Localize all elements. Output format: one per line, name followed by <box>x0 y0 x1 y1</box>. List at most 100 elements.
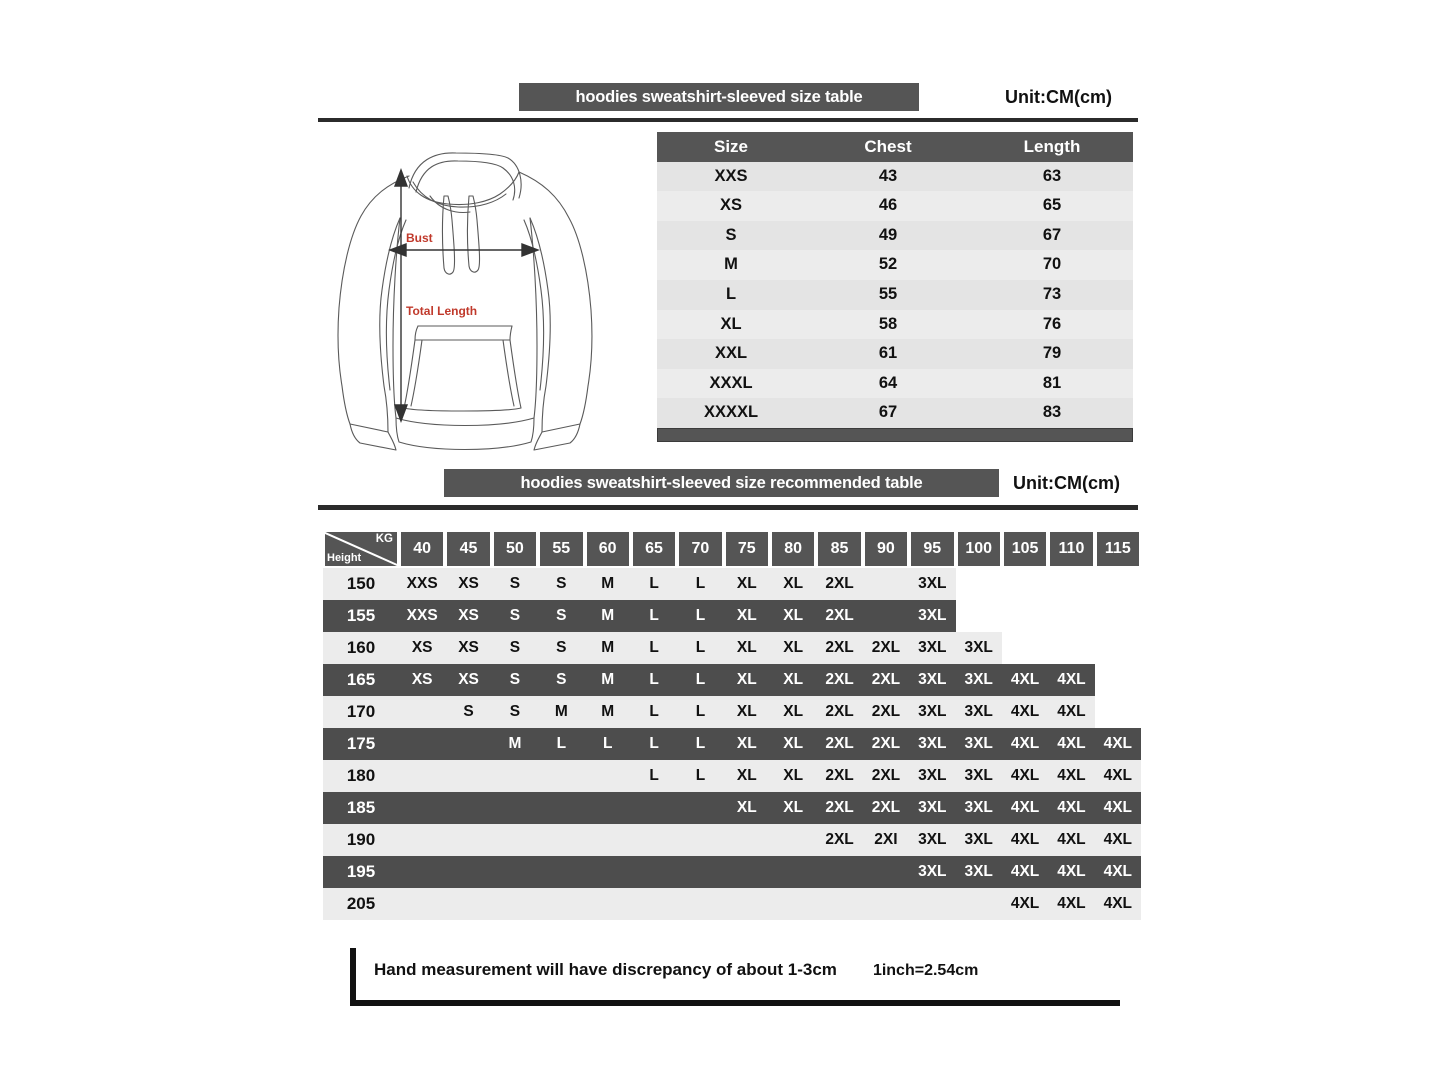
size-cell: 4XL <box>1048 760 1095 792</box>
table1-cell-size: M <box>657 250 805 280</box>
size-cell <box>584 824 631 856</box>
size-cell: 2XL <box>862 728 910 760</box>
table1-cell-length: 70 <box>971 250 1133 280</box>
size-cell: L <box>677 568 724 600</box>
size-cell <box>491 856 539 888</box>
table1-cell-chest: 49 <box>805 220 971 251</box>
size-cell: 2XL <box>816 728 863 760</box>
weight-column-header: 40 <box>399 530 446 568</box>
size-cell: XL <box>723 696 770 728</box>
size-cell: L <box>630 568 678 600</box>
footer-note-box: Hand measurement will have discrepancy o… <box>350 948 1120 1006</box>
table1-cell-length: 67 <box>971 220 1133 251</box>
size-cell: L <box>630 664 678 696</box>
table-row: 155 XXS XS S S M L L XL XL 2XL 3XL <box>323 600 1141 632</box>
size-cell: L <box>677 632 724 664</box>
size-cell <box>491 824 539 856</box>
size-cell <box>630 856 678 888</box>
table1-cell-length: 65 <box>971 191 1133 221</box>
size-cell: M <box>584 568 631 600</box>
size-cell <box>445 792 492 824</box>
size-cell: 3XL <box>909 792 956 824</box>
size-cell: XL <box>770 696 817 728</box>
size-cell <box>1048 568 1095 600</box>
table1-cell-length: 83 <box>971 398 1133 428</box>
size-cell: 4XL <box>1048 824 1095 856</box>
weight-column-header: 65 <box>630 530 678 568</box>
size-cell: 4XL <box>1094 856 1141 888</box>
size-cell <box>538 824 585 856</box>
height-cell: 190 <box>323 824 399 856</box>
size-cell <box>909 888 956 920</box>
size-cell: 2XL <box>862 792 910 824</box>
size-cell: S <box>538 568 585 600</box>
weight-column-header: 75 <box>723 530 770 568</box>
size-cell: S <box>491 568 539 600</box>
size-cell: L <box>677 696 724 728</box>
size-cell <box>723 824 770 856</box>
section2-banner-title: hoodies sweatshirt-sleeved size recommen… <box>444 469 999 497</box>
size-cell: 4XL <box>1001 728 1049 760</box>
size-cell <box>538 792 585 824</box>
table-row: 150 XXS XS S S M L L XL XL 2XL 3XL <box>323 568 1141 600</box>
table-row: 185 XL XL 2XL 2XL 3XL 3XL 4XL 4XL 4XL <box>323 792 1141 824</box>
table1-header-row: Size Chest Length <box>657 132 1133 162</box>
size-cell <box>1094 696 1141 728</box>
size-cell <box>862 856 910 888</box>
height-cell: 150 <box>323 568 399 600</box>
size-cell <box>770 888 817 920</box>
size-cell <box>723 856 770 888</box>
size-cell: 3XL <box>955 792 1002 824</box>
size-cell: M <box>538 696 585 728</box>
section2-unit-label: Unit:CM(cm) <box>1013 472 1120 493</box>
size-cell <box>816 888 863 920</box>
size-cell: 3XL <box>955 760 1002 792</box>
section2-divider-rule <box>318 505 1138 510</box>
table1-cell-size: S <box>657 220 805 251</box>
size-cell: 4XL <box>1001 792 1049 824</box>
height-cell: 170 <box>323 696 399 728</box>
size-cell <box>1001 632 1049 664</box>
size-cell: XL <box>723 792 770 824</box>
table1-cell-size: XXS <box>657 161 805 192</box>
height-cell: 155 <box>323 600 399 632</box>
size-cell: 3XL <box>909 824 956 856</box>
size-cell: 3XL <box>955 664 1002 696</box>
size-cell <box>399 696 446 728</box>
table-row: 160 XS XS S S M L L XL XL 2XL 2XL 3XL 3XL <box>323 632 1141 664</box>
size-cell <box>399 792 446 824</box>
size-cell: S <box>491 696 539 728</box>
table2-corner-cell: KG Height <box>323 530 399 568</box>
size-cell <box>630 792 678 824</box>
size-cell <box>491 792 539 824</box>
size-cell <box>538 760 585 792</box>
size-cell: L <box>677 664 724 696</box>
size-cell: S <box>491 600 539 632</box>
size-cell: L <box>677 760 724 792</box>
size-cell: 2XL <box>816 824 863 856</box>
size-cell <box>862 568 910 600</box>
size-cell: 2XL <box>816 600 863 632</box>
size-cell <box>955 568 1002 600</box>
size-cell: 4XL <box>1001 888 1049 920</box>
size-cell: 4XL <box>1048 856 1095 888</box>
size-cell: L <box>630 600 678 632</box>
size-cell: S <box>538 632 585 664</box>
table-row: 165 XS XS S S M L L XL XL 2XL 2XL 3XL 3XL 4XL 4XL <box>323 664 1141 696</box>
table1-cell-length: 73 <box>971 279 1133 310</box>
size-cell <box>1048 600 1095 632</box>
size-cell: M <box>491 728 539 760</box>
size-cell <box>491 888 539 920</box>
size-cell: 2XL <box>862 664 910 696</box>
size-cell: 2XL <box>862 696 910 728</box>
table1-cell-chest: 43 <box>805 161 971 192</box>
weight-column-header: 90 <box>862 530 910 568</box>
corner-height-label: Height <box>327 552 362 564</box>
figure-total-length-label: Total Length <box>406 304 477 318</box>
size-cell: S <box>491 664 539 696</box>
size-cell: XL <box>770 632 817 664</box>
size-cell: XS <box>445 600 492 632</box>
size-cell: XL <box>723 632 770 664</box>
size-cell: XL <box>723 664 770 696</box>
size-cell <box>399 760 446 792</box>
